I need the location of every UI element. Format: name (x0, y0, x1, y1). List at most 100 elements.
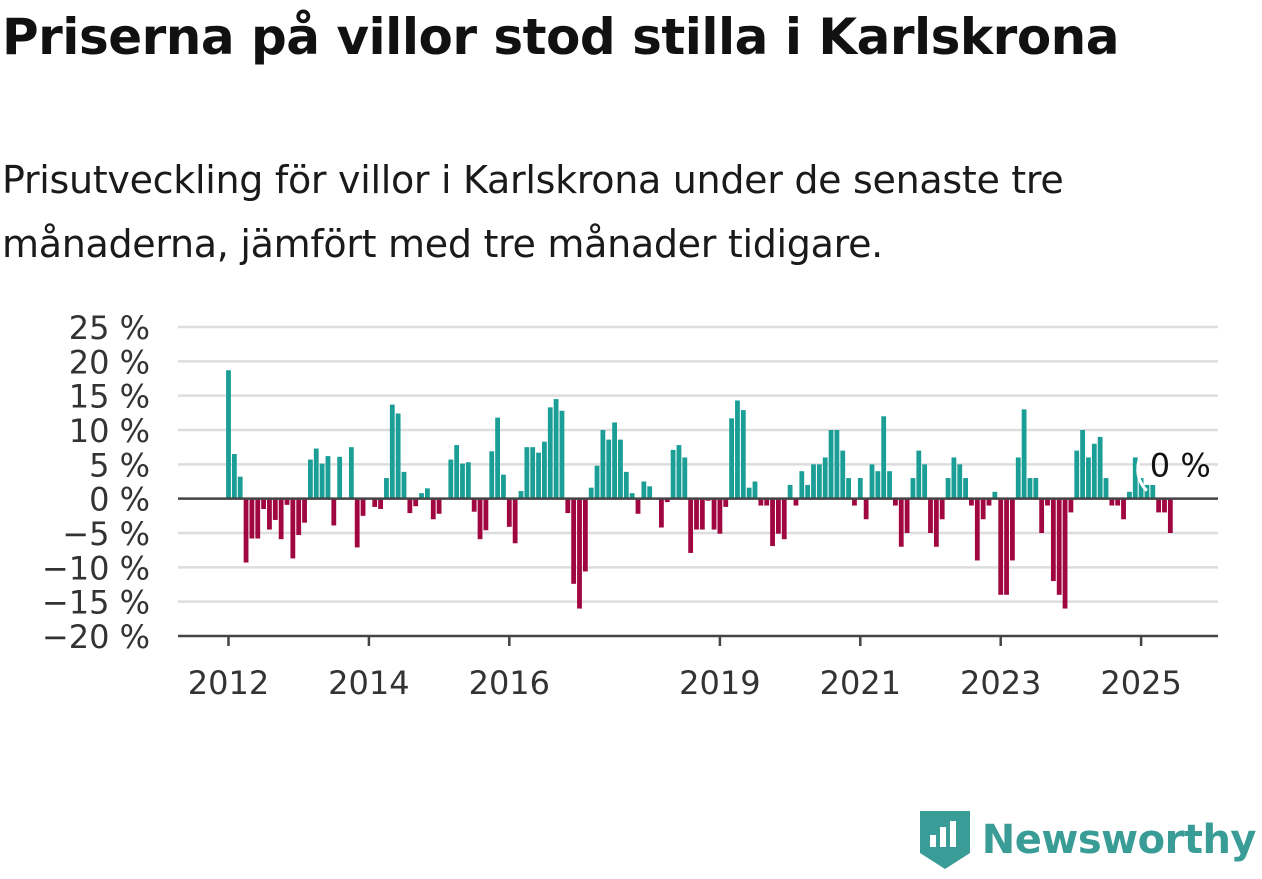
bar (1080, 430, 1085, 499)
bar (1074, 450, 1080, 499)
bar (524, 447, 530, 499)
bar (670, 449, 676, 499)
bar (799, 471, 805, 499)
bar (284, 498, 290, 505)
bars (226, 370, 1173, 609)
bar (337, 456, 343, 499)
bar (430, 498, 436, 520)
bar (231, 454, 237, 499)
bar (425, 488, 430, 499)
bar (828, 430, 834, 499)
bar (571, 498, 577, 584)
x-tick-label: 2021 (820, 664, 901, 702)
bar (261, 498, 266, 509)
bar (454, 445, 460, 499)
bar (243, 498, 249, 563)
bar (325, 456, 331, 499)
y-tick-label: −20 % (42, 618, 150, 656)
bar (992, 491, 998, 499)
bar (735, 400, 740, 499)
bar (460, 463, 465, 499)
bar (840, 450, 846, 499)
bar (612, 422, 617, 499)
bar (296, 498, 302, 536)
bar (887, 471, 892, 499)
bar (290, 498, 296, 559)
bar (752, 481, 758, 499)
x-tick-label: 2019 (679, 664, 760, 702)
bar (413, 498, 419, 507)
bar (1150, 484, 1156, 499)
bar (512, 498, 518, 544)
bar (354, 498, 360, 548)
x-tick-label: 2014 (328, 664, 409, 702)
bar (1167, 498, 1173, 533)
bar (852, 498, 857, 506)
bar (1039, 498, 1045, 533)
bar (846, 478, 851, 499)
bar (395, 413, 401, 499)
bar (360, 498, 366, 516)
bar (448, 459, 454, 499)
bar (629, 493, 635, 499)
bar (664, 498, 670, 503)
bar (623, 471, 629, 499)
bar (822, 457, 828, 499)
bar (1115, 498, 1121, 506)
bar (793, 498, 799, 506)
bar (863, 498, 869, 520)
bar (267, 498, 272, 530)
bar (781, 498, 787, 540)
bar (676, 445, 682, 499)
bar (834, 430, 840, 499)
bar (588, 487, 594, 499)
bar (618, 439, 623, 499)
bar (331, 498, 337, 526)
bar (1103, 478, 1109, 499)
bar (536, 452, 541, 499)
bar (811, 464, 816, 499)
bar (518, 491, 524, 499)
brand-name: Newsworthy (981, 817, 1257, 863)
x-tick-label: 2012 (188, 664, 269, 702)
bar (249, 498, 255, 539)
bar (553, 399, 559, 499)
bar (729, 418, 734, 499)
bar (1004, 498, 1009, 595)
bar (922, 464, 928, 499)
bar (969, 498, 974, 506)
bar (694, 498, 699, 530)
bar (904, 498, 910, 533)
bar (805, 484, 811, 499)
bar (711, 498, 717, 530)
bar (1045, 498, 1050, 506)
bar (1109, 498, 1115, 506)
bar (1021, 409, 1027, 499)
y-tick-label: 0 % (89, 481, 150, 519)
y-tick-label: 5 % (89, 446, 150, 484)
bar (641, 481, 647, 499)
bar (910, 478, 916, 499)
bar (986, 498, 992, 506)
annotation-connector (1136, 460, 1148, 492)
bar (389, 404, 395, 499)
bar (226, 370, 231, 499)
bar (659, 498, 664, 528)
bar (951, 457, 957, 499)
bar (893, 498, 898, 506)
bar (776, 498, 781, 534)
bar (1050, 498, 1056, 582)
bar (974, 498, 980, 561)
bar (272, 498, 278, 520)
bar (1127, 491, 1132, 499)
bar (1144, 484, 1150, 499)
bar (647, 486, 653, 499)
bar (348, 447, 354, 499)
annotation-label: 0 % (1150, 447, 1211, 485)
bar (302, 498, 307, 523)
bar (606, 439, 612, 499)
bar (471, 498, 477, 512)
bar (998, 498, 1004, 595)
bar (384, 478, 389, 499)
axes (178, 497, 1218, 646)
